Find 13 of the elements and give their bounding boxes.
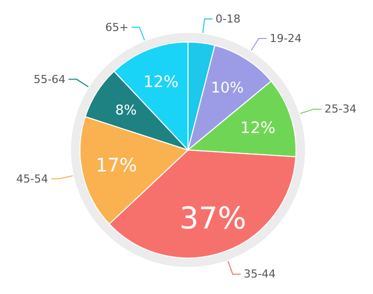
data-label: 8% bbox=[115, 102, 137, 119]
slice-label: 35-44 bbox=[244, 268, 276, 281]
data-label: 10% bbox=[211, 79, 244, 96]
data-label: 12% bbox=[143, 72, 179, 92]
slice-label: 45-54 bbox=[16, 172, 48, 186]
slice-label: 55-64 bbox=[34, 72, 66, 86]
data-label: 17% bbox=[96, 156, 138, 177]
slice-label: 0-18 bbox=[216, 12, 241, 26]
data-label: 12% bbox=[240, 118, 276, 137]
slice-label: 25-34 bbox=[324, 102, 357, 116]
slice-label: 19-24 bbox=[270, 32, 302, 46]
data-label: 37% bbox=[179, 202, 246, 237]
slice-label: 65+ bbox=[105, 20, 128, 34]
